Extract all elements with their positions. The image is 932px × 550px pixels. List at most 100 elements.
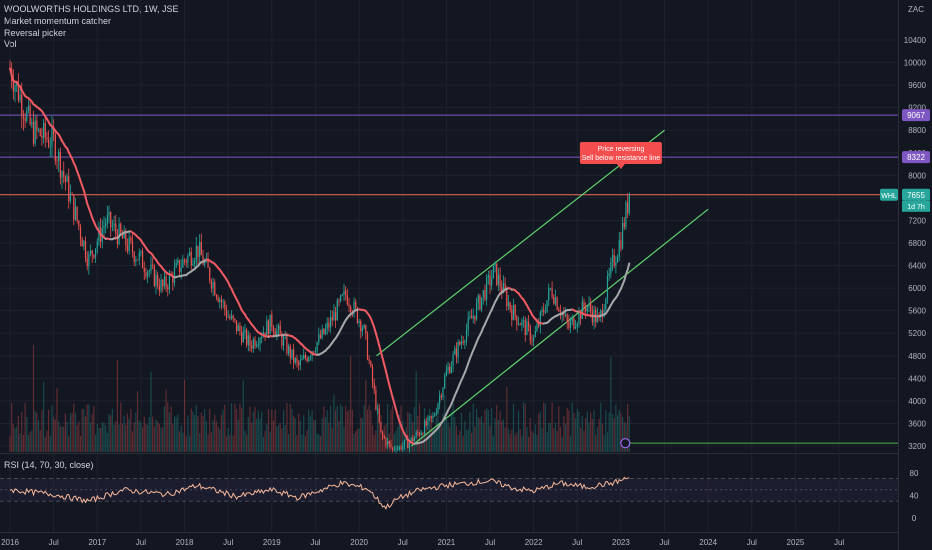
annotation[interactable]: Price reversing Sell below resistance lin… [579,142,662,170]
volume-bar [469,412,471,452]
time-tick-label: Jul [310,538,320,547]
candle-body [375,389,377,410]
indicator-momentum[interactable]: Market momentum catcher [4,16,112,26]
volume-bar [282,409,285,452]
volume-bar [199,433,201,452]
candle-body [308,357,310,362]
volume-bar [254,406,256,452]
volume-bar [44,436,46,452]
candle-body [368,359,370,362]
volume-bar [145,423,147,452]
volume-bar [360,417,362,452]
candle-body [289,345,291,358]
candle-body [397,448,399,450]
candle-body [110,212,112,228]
volume-bar [581,415,583,452]
volume-bar [272,420,275,452]
candle-body [135,259,137,262]
volume-bar [481,416,483,452]
candle-body [46,137,48,140]
candle-body [360,321,362,332]
volume-bar [509,433,511,452]
candle-body [398,446,400,449]
price-axis[interactable]: 1040010000960092008800840080007600720068… [904,36,927,523]
candle-body [128,237,130,251]
trend-channel[interactable] [376,129,709,447]
candle-body [343,290,345,295]
volume-bar [46,430,48,452]
volume-bar [120,402,122,452]
candle-body [576,323,578,327]
time-tick-label: 2023 [612,538,630,547]
volume-bar [257,410,259,452]
candle-body [188,251,191,256]
candle-body [267,320,270,335]
candle-body [235,320,238,332]
candle-body [459,341,461,345]
volume-bar [306,429,308,452]
candle-body [125,230,127,246]
volume-bar [150,371,152,452]
annotation-line-2: Sell below resistance line [582,155,661,162]
candle-body [316,342,318,352]
price-tick-label: 4000 [908,397,926,406]
candle-body [541,309,543,312]
volume-bar [418,403,421,452]
volume-bar [170,406,172,452]
volume-bar [126,413,129,452]
volume-bar [621,417,624,452]
price-tick-label: 9200 [908,104,926,113]
volume-bar [603,434,605,452]
volume-bar [378,422,380,452]
candle-body [22,115,25,119]
ma-segment [379,350,384,360]
candle-body [365,325,367,334]
rsi-legend[interactable]: RSI (14, 70, 30, close) [4,460,94,470]
volume-bar [69,412,72,452]
price-tick-label: 10000 [904,59,927,68]
volume-bar [294,418,296,452]
horizontal-levels[interactable] [0,114,898,449]
candle-body [460,341,463,345]
volume-bar [334,410,337,452]
volume-bar [63,426,65,452]
price-tick-label: 10400 [904,36,927,45]
candle-body [499,274,501,288]
volume-bar [229,434,231,452]
candle-body [249,335,251,346]
candle-body [29,105,31,125]
candle-body [313,351,315,353]
candle-body [427,417,429,426]
volume-bar [135,412,137,452]
candle-body [17,82,19,101]
time-axis[interactable]: 2016 Jul 2017 Jul 2018 Jul 2019 Jul 2020 Jul 2021 J… [1,538,844,547]
volume-bar [173,416,176,452]
candle-body [492,265,494,279]
candle-body [304,355,306,359]
indicator-reversal[interactable]: Reversal picker [4,28,67,38]
volume-bar [42,381,45,452]
symbol-title[interactable]: WOOLWORTHS HOLDINGS LTD, 1W, JSE [4,4,179,14]
candle-body [553,296,555,304]
candle-body [336,300,338,321]
candle-body [183,259,186,261]
volume-bar [212,419,214,452]
candle-body [548,288,550,301]
candle-body [293,349,295,363]
volume-bar [544,403,546,452]
volume-bar [457,434,459,452]
volume-bar [573,412,575,452]
candle-body [628,194,630,214]
candle-body [430,416,432,418]
volume-bar [571,402,573,452]
time-tick-label: 2024 [699,538,717,547]
volume-bar [536,435,538,452]
candle-body [111,226,113,228]
price-tick-label: 9600 [908,81,926,90]
volume-bar [538,413,540,452]
volume-bar [288,434,290,452]
candle-body [232,315,234,319]
candle-body [274,331,276,336]
volume-bar [465,430,468,452]
